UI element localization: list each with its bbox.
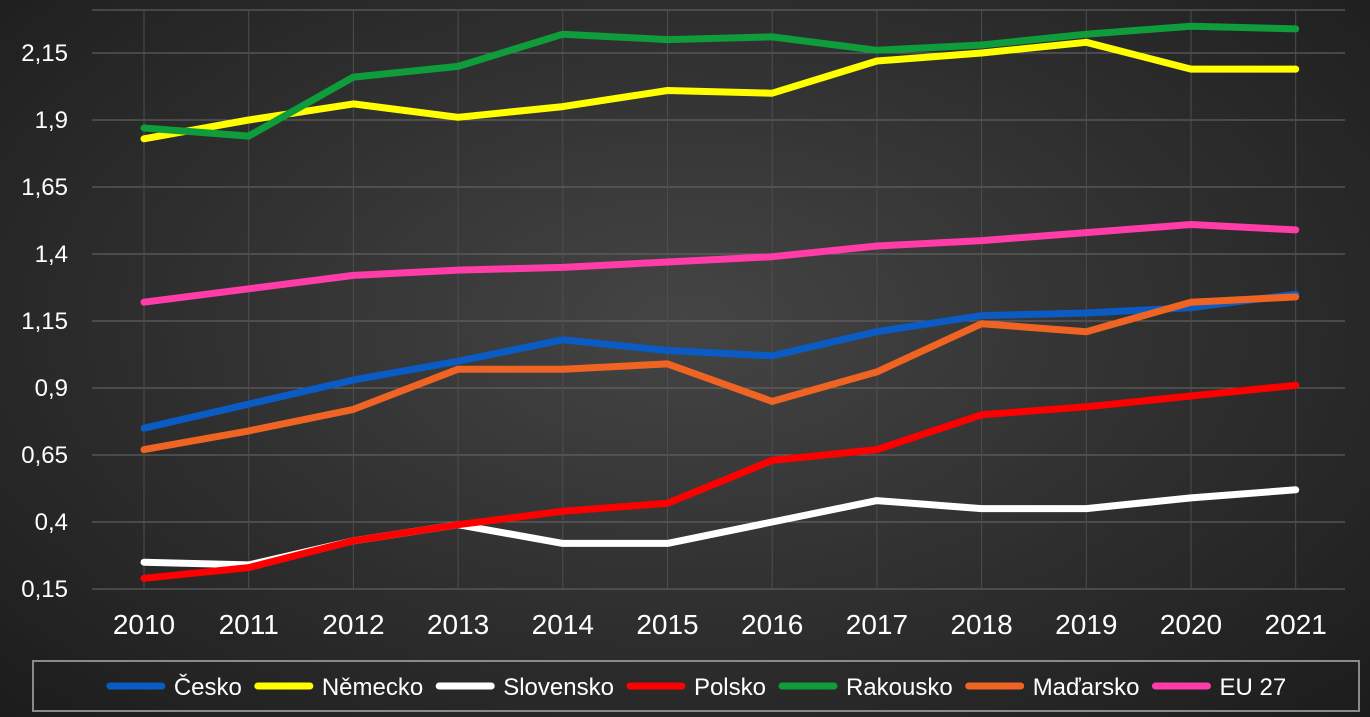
y-tick-label: 1,4	[35, 241, 68, 268]
legend: Česko Německo Slovensko Polsko Rakousko Maďar…	[32, 660, 1360, 712]
y-tick-label: 0,15	[21, 576, 68, 603]
legend-label: Polsko	[694, 674, 766, 701]
x-tick-label: 2020	[1160, 609, 1222, 640]
x-tick-label: 2013	[427, 609, 489, 640]
x-tick-label: 2015	[636, 609, 698, 640]
y-tick-label: 1,9	[35, 107, 68, 134]
series-line	[140, 293, 1300, 454]
y-tick-label: 0,4	[35, 509, 68, 536]
x-tick-label: 2011	[219, 609, 279, 640]
legend-label: Německo	[322, 674, 423, 701]
x-tick-label: 2016	[741, 609, 803, 640]
x-tick-label: 2010	[113, 609, 175, 640]
x-tick-label: 2018	[950, 609, 1012, 640]
legend-label: EU 27	[1219, 674, 1286, 701]
legend-box	[32, 660, 1360, 712]
series-line	[140, 221, 1300, 306]
series-line	[140, 38, 1300, 143]
series-line	[140, 290, 1300, 432]
y-tick-label: 0,9	[35, 375, 68, 402]
axes: 0,15 0,4 0,65 0,9 1,15 1,4 1,65 1,9 2,15 2010 2011…	[21, 40, 1327, 640]
y-tick-label: 2,15	[21, 40, 68, 67]
y-tick-label: 1,15	[21, 308, 68, 335]
legend-label: Česko	[174, 673, 242, 701]
series-lines	[140, 22, 1300, 582]
y-tick-label: 0,65	[21, 442, 68, 469]
series-line	[140, 381, 1300, 582]
series-line	[140, 22, 1300, 140]
x-tick-label: 2021	[1265, 609, 1327, 640]
x-tick-label: 2012	[322, 609, 384, 640]
x-tick-label: 2019	[1055, 609, 1117, 640]
legend-label: Maďarsko	[1033, 674, 1140, 701]
legend-label: Slovensko	[503, 674, 614, 701]
x-tick-label: 2014	[532, 609, 594, 640]
y-tick-label: 1,65	[21, 174, 68, 201]
legend-label: Rakousko	[846, 674, 953, 701]
x-tick-label: 2017	[846, 609, 908, 640]
